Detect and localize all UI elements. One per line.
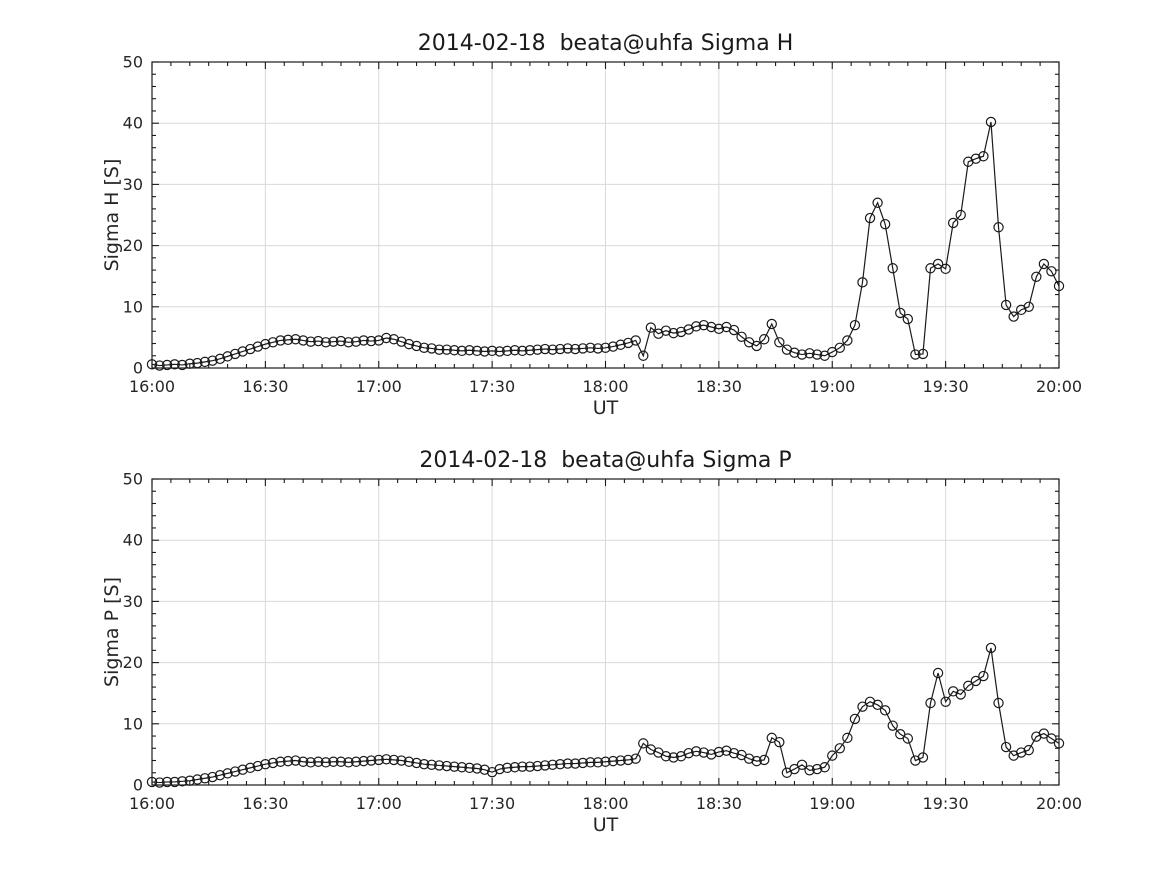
svg-text:20: 20 <box>123 236 143 255</box>
sigma-p-plot-series <box>146 642 1065 788</box>
sigma-h-plot-gridlines <box>152 62 1059 368</box>
svg-text:18:30: 18:30 <box>696 377 742 396</box>
sigma-h-plot-tick-labels: 16:00 16:30 17:00 17:30 18:00 18:30 19:00 19:30… <box>123 53 1082 397</box>
svg-text:40: 40 <box>123 531 143 550</box>
svg-text:10: 10 <box>123 714 143 733</box>
svg-text:10: 10 <box>123 297 143 316</box>
svg-text:30: 30 <box>123 592 143 611</box>
sigma-p-title: 2014-02-18 beata@uhfa Sigma P <box>419 448 792 473</box>
svg-text:17:30: 17:30 <box>469 794 515 813</box>
svg-text:17:30: 17:30 <box>469 377 515 396</box>
svg-text:30: 30 <box>123 175 143 194</box>
svg-text:19:00: 19:00 <box>809 377 855 396</box>
sigma-h-plot: 16:00 16:30 17:00 17:30 18:00 18:30 19:00 19:30… <box>123 53 1082 397</box>
svg-text:40: 40 <box>123 114 143 133</box>
svg-text:20: 20 <box>123 653 143 672</box>
svg-text:18:30: 18:30 <box>696 794 742 813</box>
sigma-h-ylabel: Sigma H [S] <box>101 158 123 272</box>
svg-text:16:30: 16:30 <box>242 377 288 396</box>
svg-text:16:30: 16:30 <box>242 794 288 813</box>
sigma-h-title: 2014-02-18 beata@uhfa Sigma H <box>417 31 794 56</box>
svg-text:20:00: 20:00 <box>1036 377 1082 396</box>
sigma-p-ylabel: Sigma P [S] <box>101 577 123 687</box>
sigma-p-plot-tick-labels: 16:00 16:30 17:00 17:30 18:00 18:30 19:00 19:30… <box>123 470 1082 814</box>
svg-text:18:00: 18:00 <box>582 377 628 396</box>
svg-text:17:00: 17:00 <box>356 377 402 396</box>
svg-text:20:00: 20:00 <box>1036 794 1082 813</box>
svg-text:0: 0 <box>133 776 143 795</box>
sigma-p-plot: 16:00 16:30 17:00 17:30 18:00 18:30 19:00 19:30… <box>123 470 1082 814</box>
svg-text:50: 50 <box>123 470 143 489</box>
svg-text:18:00: 18:00 <box>582 794 628 813</box>
sigma-h-plot-ticks <box>151 61 1060 369</box>
svg-text:19:00: 19:00 <box>809 794 855 813</box>
svg-text:16:00: 16:00 <box>129 377 175 396</box>
svg-text:17:00: 17:00 <box>356 794 402 813</box>
sigma-p-plot-gridlines <box>152 479 1059 785</box>
svg-text:50: 50 <box>123 53 143 72</box>
svg-text:19:30: 19:30 <box>923 794 969 813</box>
sigma-h-plot-series <box>146 116 1065 371</box>
sigma-p-xlabel: UT <box>592 814 619 836</box>
svg-text:0: 0 <box>133 359 143 378</box>
sigma-h-xlabel: UT <box>592 397 619 419</box>
sigma-p-plot-ticks <box>151 478 1060 786</box>
svg-text:19:30: 19:30 <box>923 377 969 396</box>
svg-text:16:00: 16:00 <box>129 794 175 813</box>
